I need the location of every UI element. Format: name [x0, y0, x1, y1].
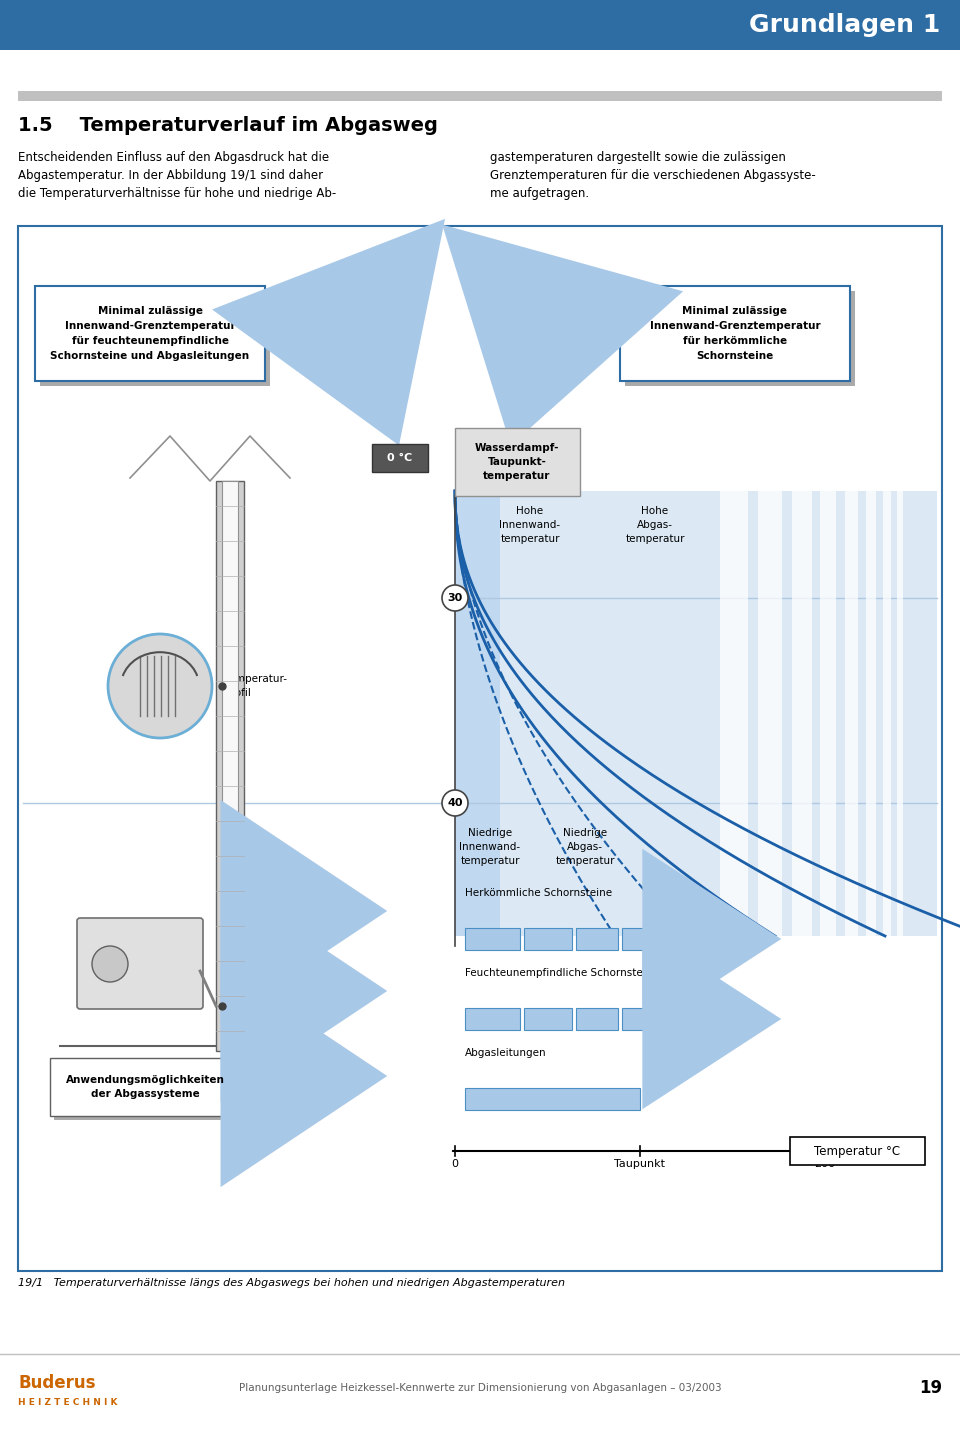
Bar: [455, 492, 937, 936]
Text: Buderus: Buderus: [18, 1374, 95, 1392]
Bar: [724, 928, 742, 950]
Circle shape: [442, 790, 468, 816]
Bar: [455, 428, 580, 496]
Bar: [465, 1087, 640, 1111]
Bar: [465, 928, 520, 950]
Circle shape: [92, 946, 128, 982]
Bar: [222, 482, 238, 1051]
Text: Anwendungsmöglichkeiten
der Abgassysteme: Anwendungsmöglichkeiten der Abgassysteme: [65, 1074, 225, 1099]
Bar: [50, 1058, 240, 1116]
Bar: [465, 1008, 520, 1030]
Bar: [746, 1008, 758, 1030]
Bar: [724, 1008, 742, 1030]
Text: Hohe
Abgas-
temperatur: Hohe Abgas- temperatur: [625, 506, 684, 544]
Bar: [792, 492, 812, 936]
Bar: [820, 492, 836, 936]
Text: Feuchteunempfindliche Schornsteine: Feuchteunempfindliche Schornsteine: [465, 967, 659, 977]
Text: 30: 30: [447, 593, 463, 603]
Text: Grundlagen 1: Grundlagen 1: [749, 13, 940, 38]
Text: Niedrige
Abgas-
temperatur: Niedrige Abgas- temperatur: [555, 829, 614, 866]
Text: Taupunkt: Taupunkt: [614, 1160, 665, 1168]
Bar: [866, 492, 876, 936]
Bar: [625, 291, 855, 386]
Circle shape: [442, 586, 468, 612]
Bar: [897, 492, 903, 936]
Bar: [35, 286, 265, 380]
Bar: [524, 928, 572, 950]
Bar: [576, 928, 618, 950]
FancyBboxPatch shape: [77, 918, 203, 1009]
Text: Minimal zulässige
Innenwand-Grenztemperatur
für feuchteunempfindliche
Schornstei: Minimal zulässige Innenwand-Grenztempera…: [51, 307, 250, 360]
Bar: [18, 91, 942, 101]
Text: Niedrige
Innenwand-
temperatur: Niedrige Innenwand- temperatur: [460, 829, 520, 866]
Bar: [662, 1008, 692, 1030]
Text: Hohe
Innenwand-
temperatur: Hohe Innenwand- temperatur: [499, 506, 561, 544]
Bar: [696, 928, 720, 950]
Bar: [620, 286, 850, 380]
Bar: [758, 492, 782, 936]
Text: Wasserdampf-
Taupunkt-
temperatur: Wasserdampf- Taupunkt- temperatur: [475, 442, 560, 482]
Bar: [576, 1008, 618, 1030]
Bar: [372, 444, 428, 471]
Bar: [455, 492, 500, 936]
Bar: [0, 0, 960, 51]
Text: Temperatur-
profil: Temperatur- profil: [224, 674, 287, 698]
Text: 0: 0: [451, 1160, 459, 1168]
Bar: [720, 492, 748, 936]
Bar: [662, 928, 692, 950]
Text: 19: 19: [919, 1379, 942, 1397]
Text: Abgasleitungen: Abgasleitungen: [465, 1048, 546, 1058]
Text: 200: 200: [814, 1160, 835, 1168]
Bar: [622, 928, 658, 950]
Bar: [696, 1008, 720, 1030]
Text: 1.5    Temperaturverlauf im Abgasweg: 1.5 Temperaturverlauf im Abgasweg: [18, 116, 438, 134]
Bar: [845, 492, 858, 936]
Bar: [18, 226, 942, 1271]
Bar: [622, 1008, 658, 1030]
Bar: [54, 1061, 244, 1121]
Bar: [40, 291, 270, 386]
Bar: [883, 492, 891, 936]
Text: 19/1   Temperaturverhältnisse längs des Abgaswegs bei hohen und niedrigen Abgast: 19/1 Temperaturverhältnisse längs des Ab…: [18, 1278, 565, 1288]
Circle shape: [108, 633, 212, 737]
Text: Planungsunterlage Heizkessel-Kennwerte zur Dimensionierung von Abgasanlagen – 03: Planungsunterlage Heizkessel-Kennwerte z…: [239, 1382, 721, 1392]
Text: 0 °C: 0 °C: [388, 453, 413, 463]
Text: gastemperaturen dargestellt sowie die zulässigen
Grenztemperaturen für die versc: gastemperaturen dargestellt sowie die zu…: [490, 150, 816, 200]
Text: H E I Z T E C H N I K: H E I Z T E C H N I K: [18, 1398, 117, 1407]
Bar: [216, 482, 244, 1051]
Bar: [790, 1137, 925, 1165]
Text: Minimal zulässige
Innenwand-Grenztemperatur
für herkömmliche
Schornsteine: Minimal zulässige Innenwand-Grenztempera…: [650, 307, 820, 360]
Text: Temperatur °C: Temperatur °C: [814, 1144, 900, 1157]
Bar: [524, 1008, 572, 1030]
Text: Herkömmliche Schornsteine: Herkömmliche Schornsteine: [465, 888, 612, 898]
Text: Entscheidenden Einfluss auf den Abgasdruck hat die
Abgastemperatur. In der Abbil: Entscheidenden Einfluss auf den Abgasdru…: [18, 150, 336, 200]
Text: 40: 40: [447, 798, 463, 808]
Bar: [746, 928, 758, 950]
